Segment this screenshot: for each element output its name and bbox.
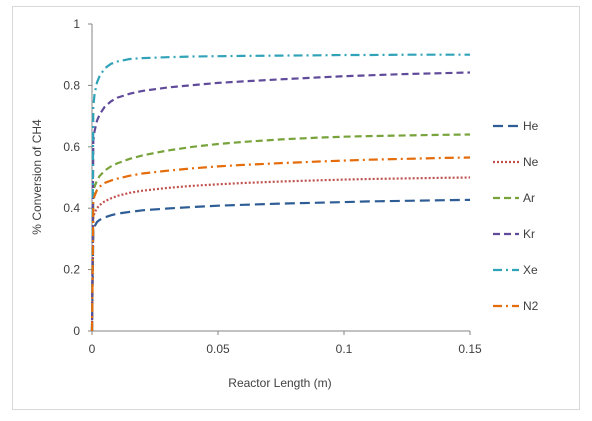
series-line-xe xyxy=(90,53,470,332)
x-tick-label: 0.1 xyxy=(336,342,353,356)
y-tick-label: 0.6 xyxy=(63,140,80,154)
legend-label-kr: Kr xyxy=(523,227,535,241)
series-line-ne xyxy=(90,176,471,332)
y-tick-label: 0.4 xyxy=(63,201,80,215)
series-line-he xyxy=(90,198,471,332)
y-tick-label: 0.2 xyxy=(63,263,80,277)
line-chart: 00.20.40.60.810 0.05 0.1 0.15 HeNeArKrXeN2 … xyxy=(30,17,539,390)
axes: 0 0.2 0.4 0.6 0.8 1 0 0.05 0.1 0.15 xyxy=(63,17,482,356)
series-line-kr xyxy=(90,71,471,332)
x-axis-title: Reactor Length (m) xyxy=(228,376,331,390)
x-tick-label: 0.15 xyxy=(458,342,482,356)
y-axis-title: % Conversion of CH4 xyxy=(30,119,44,235)
legend-label-ne: Ne xyxy=(523,155,539,169)
chart-frame: 0 0.2 0.4 0.6 0.8 1 0 0.05 0.1 0.15 He Ne Ar Kr Xe N2 … xyxy=(12,6,580,410)
legend: He Ne Ar Kr Xe N2 xyxy=(493,119,539,313)
series-line-ar xyxy=(90,133,471,332)
y-tick-label: 0.8 xyxy=(63,78,80,92)
x-tick-label: 0.05 xyxy=(206,342,230,356)
x-tick-label: 0 xyxy=(89,342,96,356)
y-tick-label: 1 xyxy=(73,17,80,31)
series-lines xyxy=(90,53,471,332)
y-tick-label: 0 xyxy=(73,324,80,338)
legend-label-n2: N2 xyxy=(523,299,539,313)
legend-label-xe: Xe xyxy=(523,263,538,277)
legend-label-ar: Ar xyxy=(523,191,535,205)
series-line-n2 xyxy=(90,156,471,332)
legend-label-he: He xyxy=(523,119,539,133)
